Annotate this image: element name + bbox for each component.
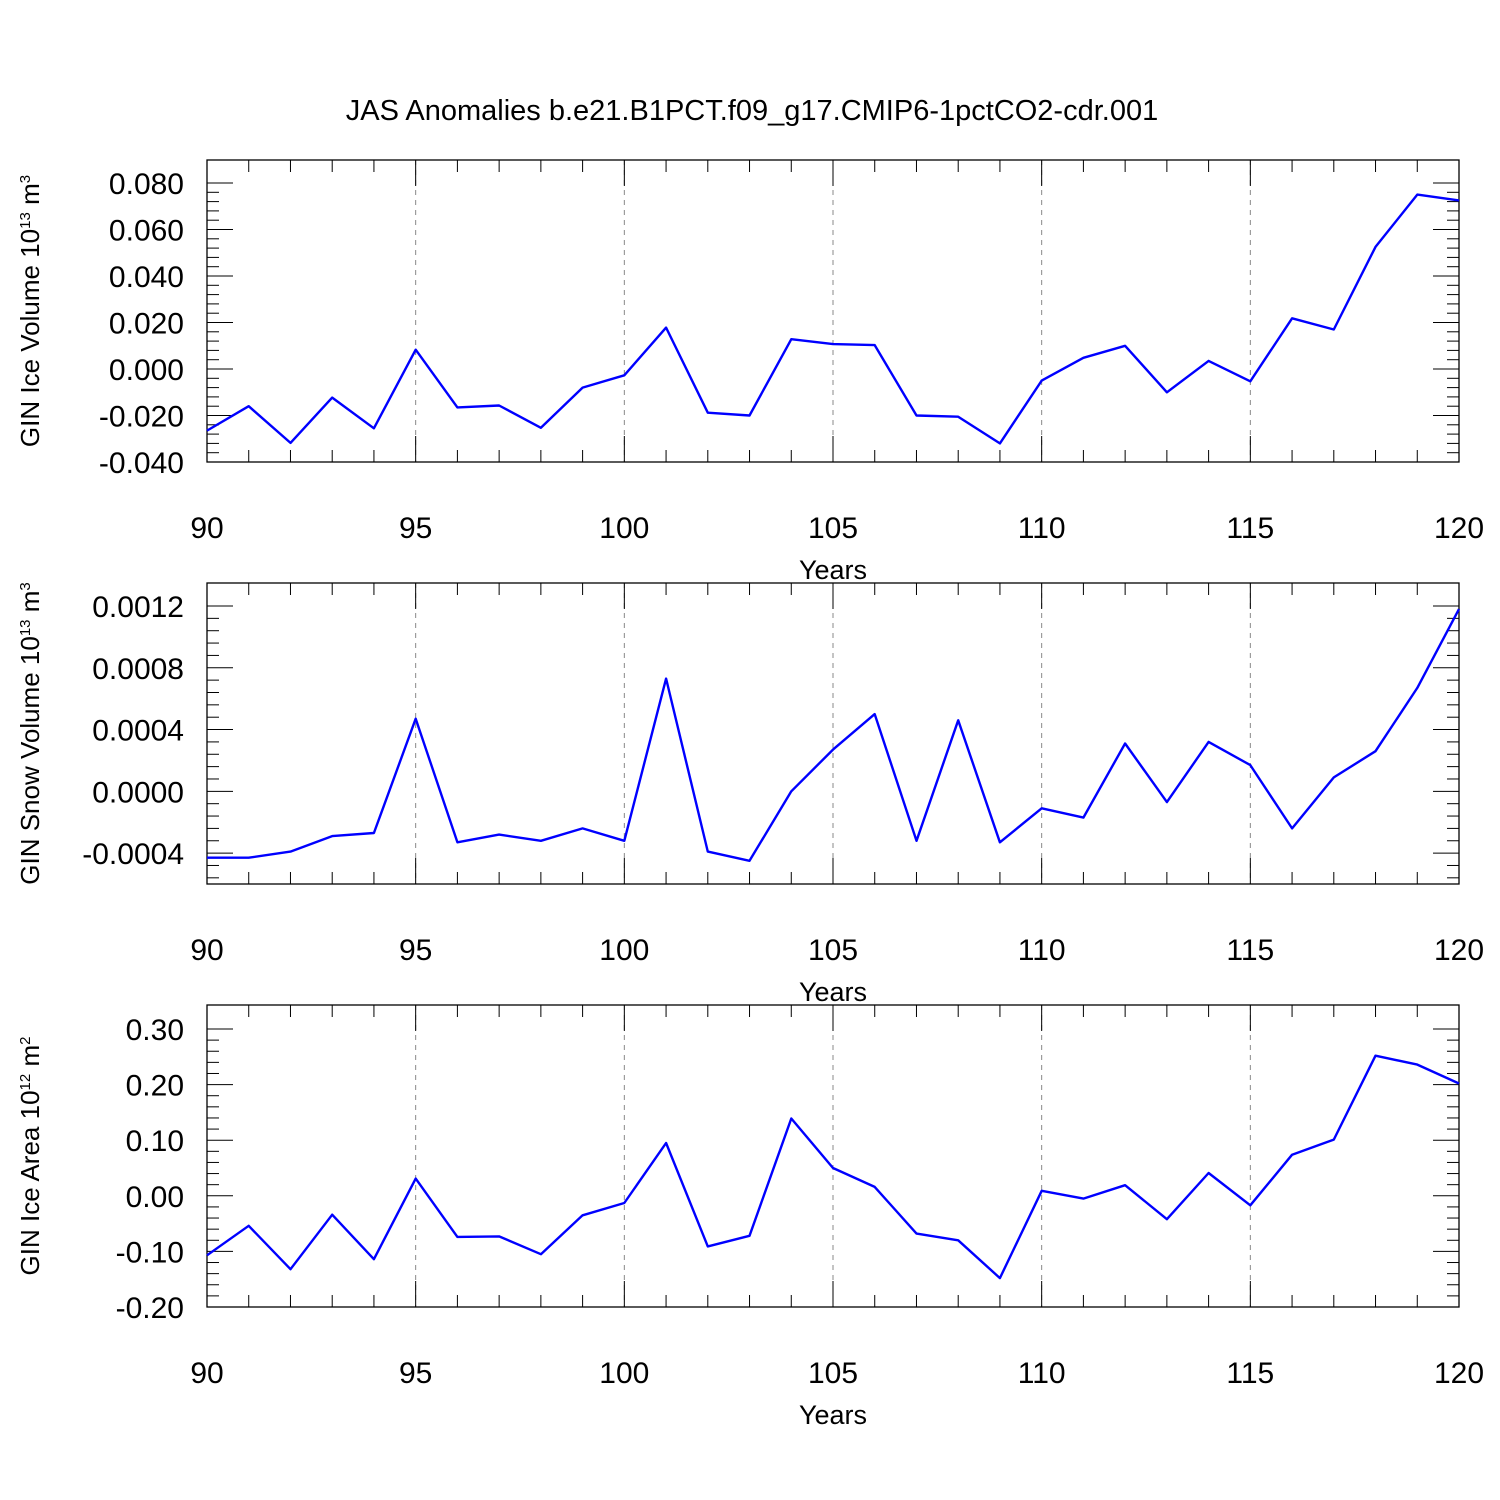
x-tick-label: 115 <box>1226 934 1274 967</box>
x-tick-label: 95 <box>399 934 432 967</box>
y-tick-label: 0.0012 <box>92 591 184 624</box>
y-tick-label: 0.000 <box>109 354 184 387</box>
series-line <box>206 1054 1460 1280</box>
y-tick-label: 0.0000 <box>92 776 184 809</box>
x-axis-label: Years <box>799 1400 867 1430</box>
y-tick-label: 0.00 <box>126 1181 184 1214</box>
x-tick-label: 90 <box>190 934 223 967</box>
y-label-text: m <box>15 183 45 212</box>
y-label-text: GIN Ice Area 10 <box>15 1090 45 1275</box>
x-tick-label: 115 <box>1226 512 1274 545</box>
x-tick-label: 90 <box>190 512 223 545</box>
x-tick-label: 120 <box>1434 1357 1484 1390</box>
x-tick-label: 110 <box>1018 512 1066 545</box>
x-tick-label: 120 <box>1434 512 1484 545</box>
y-tick-label: -0.040 <box>99 447 184 480</box>
y-tick-label: 0.080 <box>109 168 184 201</box>
y-tick-label: 0.10 <box>126 1125 184 1158</box>
x-tick-label: 95 <box>399 1357 432 1390</box>
chart-title: JAS Anomalies b.e21.B1PCT.f09_g17.CMIP6-… <box>346 95 1158 127</box>
chart-panel-1: -0.040 -0.020 0.000 0.020 0.040 0.060 0.080 90 9… <box>15 159 1484 585</box>
y-tick-label: 0.060 <box>109 215 184 248</box>
y-label-superscript: 2 <box>17 1037 34 1045</box>
y-tick-label: 0.0008 <box>92 653 184 686</box>
x-tick-label: 110 <box>1018 934 1066 967</box>
x-tick-label: 100 <box>599 934 649 967</box>
y-label-superscript: 13 <box>17 619 34 636</box>
y-label-superscript: 13 <box>17 212 34 229</box>
y-tick-label: -0.20 <box>116 1292 184 1325</box>
x-tick-label: 110 <box>1018 1357 1066 1390</box>
y-tick-label: -0.0004 <box>82 838 184 871</box>
x-tick-label: 120 <box>1434 934 1484 967</box>
panels: -0.040 -0.020 0.000 0.020 0.040 0.060 0.080 90 9… <box>15 159 1484 1430</box>
chart-panel-3: -0.20 -0.10 0.00 0.10 0.20 0.30 90 95 100 105 110 1… <box>15 1004 1484 1430</box>
y-tick-label: 0.30 <box>126 1014 184 1047</box>
y-label-superscript: 3 <box>17 175 34 183</box>
y-label-text: GIN Snow Volume 10 <box>15 636 45 885</box>
chart-panel-2: -0.0004 0.0000 0.0004 0.0008 0.0012 90 95 100 10… <box>15 582 1484 1007</box>
y-label-superscript: 3 <box>17 582 34 590</box>
y-label-text: m <box>15 591 45 620</box>
y-tick-label: 0.0004 <box>92 715 184 748</box>
x-axis-label: Years <box>799 555 867 585</box>
x-tick-label: 95 <box>399 512 432 545</box>
y-tick-label: 0.040 <box>109 261 184 294</box>
x-tick-label: 105 <box>808 1357 858 1390</box>
x-axis-label: Years <box>799 977 867 1007</box>
series-line <box>207 608 1461 862</box>
y-axis-label: GIN Snow Volume 1013 m3 <box>15 582 45 885</box>
y-tick-label: 0.020 <box>109 308 184 341</box>
y-tick-label: 0.20 <box>126 1070 184 1103</box>
y-label-text: GIN Ice Volume 10 <box>15 229 45 447</box>
x-tick-label: 100 <box>599 512 649 545</box>
x-tick-label: 115 <box>1226 1357 1274 1390</box>
x-tick-label: 105 <box>808 934 858 967</box>
y-tick-label: -0.10 <box>116 1236 184 1269</box>
x-tick-label: 100 <box>599 1357 649 1390</box>
series-line <box>206 193 1460 445</box>
x-tick-label: 90 <box>190 1357 223 1390</box>
y-axis-label: GIN Ice Area 1012 m2 <box>15 1037 45 1276</box>
x-tick-label: 105 <box>808 512 858 545</box>
y-label-text: m <box>15 1045 45 1074</box>
y-tick-label: -0.020 <box>99 401 184 434</box>
y-axis-label: GIN Ice Volume 1013 m3 <box>15 175 45 447</box>
y-label-superscript: 12 <box>17 1074 34 1091</box>
